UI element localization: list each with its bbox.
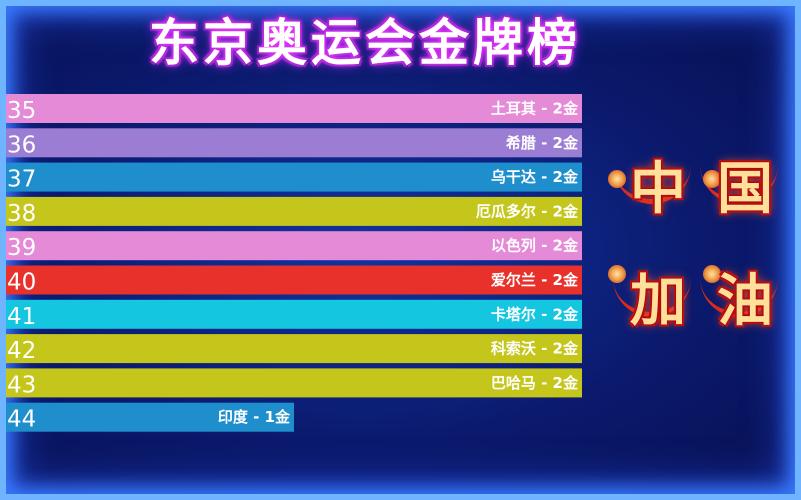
bar-value-label: 乌干达 - 2金 [491,168,579,186]
flower-icon [703,170,721,188]
bar-39 [6,231,582,261]
rank-label: 41 [7,304,36,330]
bar-36 [6,128,582,158]
swirl-decoration [700,256,778,317]
rank-label: 35 [7,98,36,124]
bar-43 [6,368,582,398]
flower-icon [608,265,626,283]
bar-value-label: 印度 - 1金 [218,408,291,426]
flower-icon [608,170,626,188]
rank-label: 38 [7,201,36,227]
bar-42 [6,334,582,364]
bar-value-label: 希腊 - 2金 [506,134,579,152]
bar-37 [6,162,582,192]
rank-label: 40 [7,270,36,296]
rank-label: 39 [7,235,36,261]
chart-title: 东京奥运会金牌榜 [149,14,581,72]
rank-label: 36 [7,132,36,158]
bar-38 [6,196,582,226]
flower-icon [703,265,721,283]
rank-label: 43 [7,372,36,398]
slogan-char-1: 中 [630,157,686,222]
bar-40 [6,265,582,295]
bar-44 [6,402,294,432]
bar-value-label: 科索沃 - 2金 [491,340,579,358]
bar-value-label: 土耳其 - 2金 [491,100,579,118]
bar-value-label: 以色列 - 2金 [491,237,579,255]
swirl-decoration [613,256,691,317]
bar-value-label: 卡塔尔 - 2金 [491,305,579,323]
rank-label: 42 [7,338,36,364]
slogan-char-3: 加 [630,269,686,334]
bar-value-label: 巴哈马 - 2金 [491,374,579,392]
slogan-char-4: 油 [717,269,773,334]
bar-value-label: 厄瓜多尔 - 2金 [476,202,579,220]
slogan-char-2: 国 [717,157,773,222]
rank-label: 37 [7,167,36,193]
rank-label: 44 [7,407,36,433]
bar-value-label: 爱尔兰 - 2金 [491,271,579,289]
bar-35 [6,94,582,123]
swirl-decoration [700,143,778,204]
bar-41 [6,299,582,329]
swirl-decoration [613,143,691,204]
